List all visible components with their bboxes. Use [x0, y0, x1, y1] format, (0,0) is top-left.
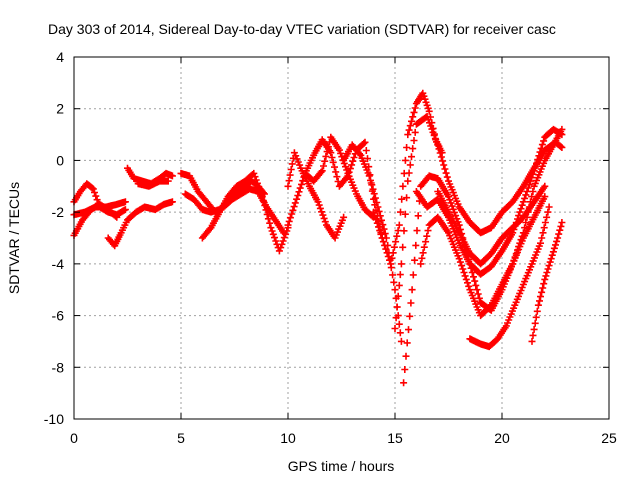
x-tick-label: 0 — [70, 430, 78, 446]
series-track-j — [220, 185, 288, 237]
x-tick-label: 15 — [387, 430, 403, 446]
y-tick-label: 2 — [56, 101, 64, 117]
series-markers — [284, 149, 348, 242]
axis-ticks: 0 5 10 15 20 25 -10 -8 -6 -4 -2 0 2 4 — [44, 49, 617, 446]
series-track-s — [417, 193, 549, 320]
series-track-i — [198, 169, 292, 255]
y-tick-label: 0 — [56, 152, 64, 168]
x-tick-label: 20 — [494, 430, 510, 446]
series-markers — [528, 219, 566, 345]
y-tick-label: 4 — [56, 49, 64, 65]
series-markers — [417, 193, 549, 320]
y-tick-label: -2 — [52, 204, 65, 220]
series-markers — [220, 185, 288, 237]
y-axis-label: SDTVAR / TECUs — [6, 182, 22, 294]
series-track-d — [104, 198, 176, 250]
series-track-t — [434, 182, 549, 268]
y-tick-label: -6 — [52, 308, 65, 324]
series-track-v — [528, 219, 566, 345]
plot-frame — [73, 56, 610, 420]
series-markers — [177, 169, 219, 216]
x-tick-label: 5 — [177, 430, 185, 446]
series-track-g — [177, 169, 219, 216]
y-tick-label: -8 — [52, 359, 65, 375]
series-markers — [434, 182, 549, 268]
x-tick-label: 10 — [280, 430, 296, 446]
series-markers — [391, 113, 566, 332]
series-track-p — [391, 113, 566, 332]
chart-title: Day 303 of 2014, Sidereal Day-to-day VTE… — [48, 21, 556, 37]
series-markers — [134, 177, 172, 190]
series-track-f — [134, 177, 172, 190]
series-markers — [466, 203, 553, 351]
y-tick-label: -10 — [44, 411, 64, 427]
series-markers — [198, 169, 292, 255]
x-tick-label: 25 — [601, 430, 617, 446]
y-tick-label: -4 — [52, 256, 65, 272]
series-track-u — [466, 203, 553, 351]
x-axis-label: GPS time / hours — [288, 458, 395, 474]
data-series — [70, 89, 566, 387]
series-markers — [104, 198, 176, 250]
series-track-l — [284, 149, 348, 242]
